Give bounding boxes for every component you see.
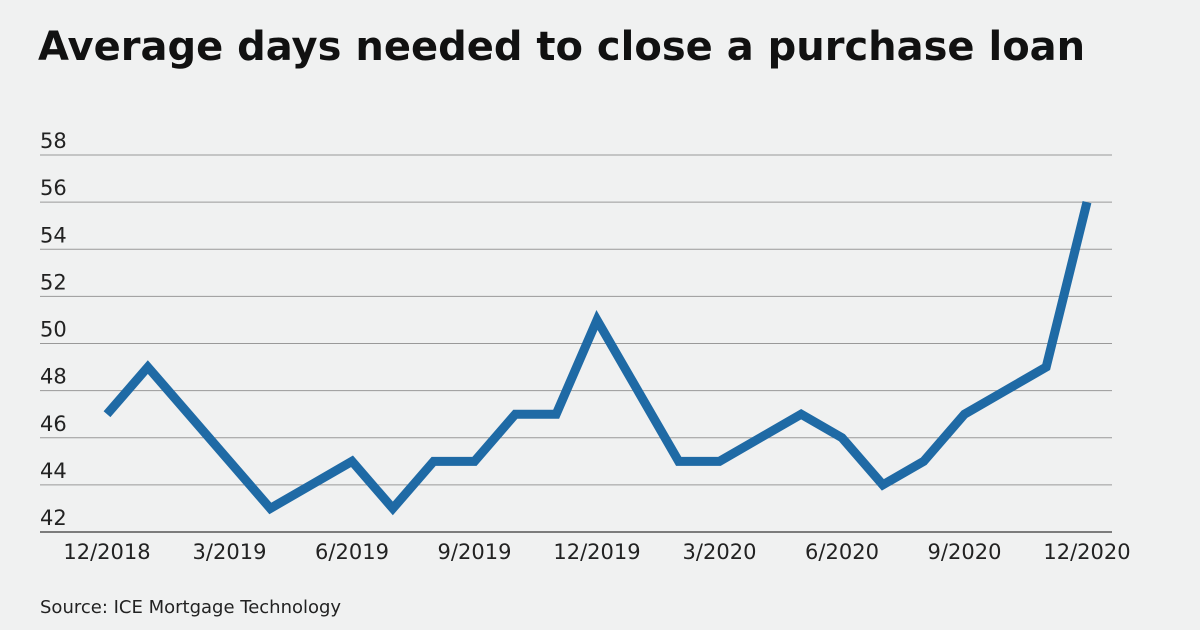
x-tick-label: 12/2020: [1043, 540, 1130, 564]
x-tick-label: 9/2019: [438, 540, 512, 564]
y-tick-label: 48: [40, 365, 67, 389]
x-tick-label: 12/2018: [63, 540, 150, 564]
y-tick-label: 52: [40, 270, 67, 294]
x-tick-label: 6/2020: [805, 540, 879, 564]
y-tick-label: 58: [40, 129, 67, 153]
y-tick-label: 56: [40, 176, 67, 200]
x-tick-label: 3/2019: [193, 540, 267, 564]
x-tick-label: 3/2020: [683, 540, 757, 564]
source: Source: ICE Mortgage Technology: [40, 597, 341, 618]
y-tick-label: 54: [40, 223, 67, 247]
chart-title: Average days needed to close a purchase …: [38, 24, 1085, 70]
y-tick-label: 44: [40, 459, 67, 483]
data-line: [103, 201, 1092, 516]
y-tick-label: 42: [40, 506, 67, 530]
y-tick-label: 46: [40, 412, 67, 436]
x-tick-label: 9/2020: [928, 540, 1002, 564]
x-tick-label: 12/2019: [553, 540, 640, 564]
x-tick-label: 6/2019: [315, 540, 389, 564]
y-tick-label: 50: [40, 318, 67, 342]
